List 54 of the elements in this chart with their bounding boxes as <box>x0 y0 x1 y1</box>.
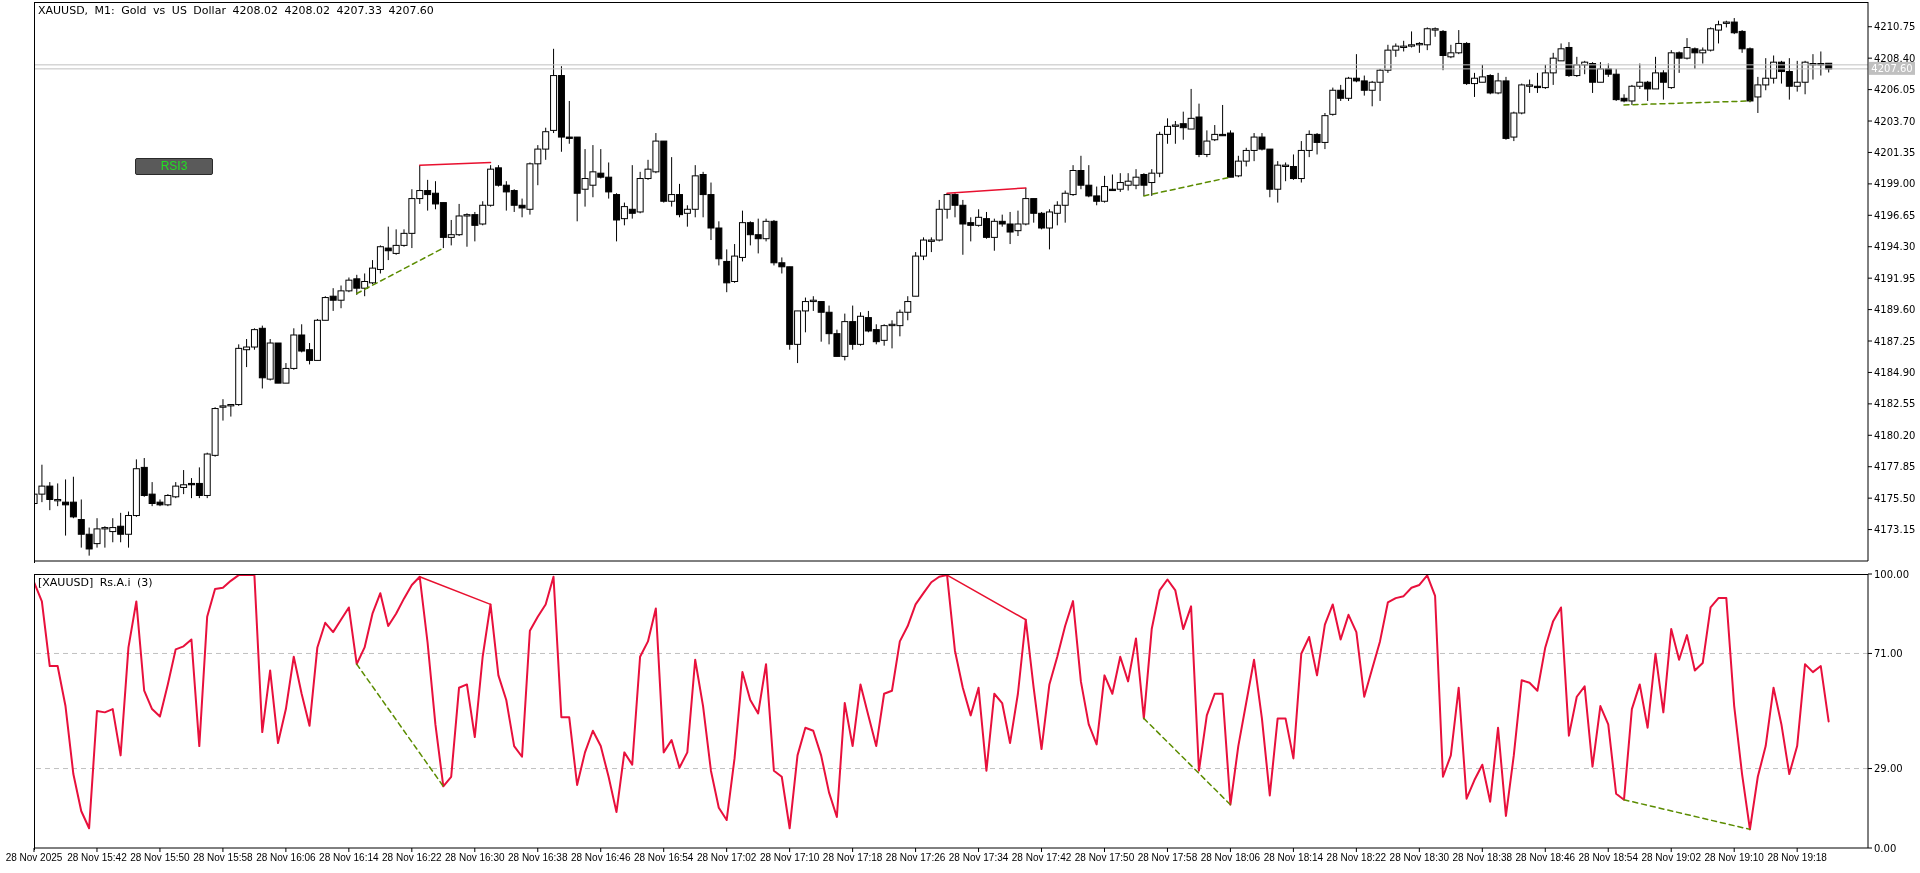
x-tick-label: 28 Nov 17:42 <box>1011 852 1072 864</box>
x-tick-label: 28 Nov 16:38 <box>508 852 568 864</box>
x-tick-label: 28 Nov 17:18 <box>822 852 883 864</box>
y-tick-label: 4206.05 <box>1874 84 1916 96</box>
y-tick-label: 4201.35 <box>1874 147 1916 158</box>
y-tick-label: 4191.95 <box>1874 272 1916 284</box>
y-tick-label: 4189.60 <box>1874 304 1916 316</box>
x-tick-label: 28 Nov 2025 <box>5 852 63 864</box>
x-tick-label: 28 Nov 16:46 <box>570 852 631 864</box>
x-tick-label: 28 Nov 18:14 <box>1263 852 1324 864</box>
y-tick-label: 4199.00 <box>1874 178 1916 190</box>
y-tick-label: 4182.55 <box>1874 398 1916 410</box>
x-tick-label: 28 Nov 19:02 <box>1641 852 1702 864</box>
x-tick-label: 28 Nov 18:46 <box>1515 852 1576 864</box>
x-tick-label: 28 Nov 15:58 <box>193 852 254 864</box>
x-tick-label: 28 Nov 15:42 <box>67 852 128 864</box>
y-tick-label: 4173.15 <box>1874 524 1916 536</box>
x-tick-label: 28 Nov 17:02 <box>696 852 757 864</box>
y-tick-label: 4184.90 <box>1874 366 1916 378</box>
y-tick-label: 0.00 <box>1874 842 1897 854</box>
x-tick-label: 28 Nov 16:30 <box>445 852 505 864</box>
chart-title: [XAUUSD] Rs.A.i (3) <box>38 576 153 589</box>
x-tick-label: 28 Nov 17:58 <box>1137 852 1198 864</box>
y-tick-label: 100.00 <box>1874 568 1909 580</box>
x-tick-label: 28 Nov 17:34 <box>948 852 1009 864</box>
chart-title: XAUUSD, M1: Gold vs US Dollar 4208.02 4208.02 4207.33 4207.60 <box>38 4 434 17</box>
y-tick-label: 4180.20 <box>1874 429 1916 441</box>
x-tick-label: 28 Nov 19:18 <box>1767 852 1828 864</box>
x-tick-label: 28 Nov 17:50 <box>1074 852 1135 864</box>
x-tick-label: 28 Nov 16:54 <box>633 852 694 864</box>
y-tick-label: 29.00 <box>1874 763 1903 775</box>
x-tick-label: 28 Nov 18:06 <box>1200 852 1261 864</box>
y-tick-label: 4196.65 <box>1874 209 1916 221</box>
x-tick-label: 28 Nov 16:06 <box>256 852 317 864</box>
y-tick-label: 4187.25 <box>1874 335 1916 347</box>
button: RSI3 <box>135 158 213 175</box>
y-tick-label: 71.00 <box>1874 648 1903 660</box>
x-tick-label: 28 Nov 18:30 <box>1389 852 1450 864</box>
x-tick-label: 28 Nov 16:22 <box>382 852 442 864</box>
x-tick-label: 28 Nov 15:50 <box>130 852 191 864</box>
x-tick-label: 28 Nov 17:26 <box>885 852 946 864</box>
x-tick-label: 28 Nov 18:38 <box>1452 852 1513 864</box>
y-tick-label: 4210.75 <box>1874 21 1916 33</box>
x-tick-label: 28 Nov 16:14 <box>319 852 380 864</box>
y-tick-label: 4203.70 <box>1874 115 1916 127</box>
y-tick-label: 4177.85 <box>1874 461 1916 473</box>
y-tick-label: 4175.50 <box>1874 492 1916 504</box>
x-tick-label: 28 Nov 18:54 <box>1578 852 1639 864</box>
x-tick-label: 28 Nov 19:10 <box>1704 852 1765 864</box>
ref-line-label: 4207.60 <box>1871 63 1913 75</box>
x-tick-label: 28 Nov 18:22 <box>1326 852 1387 864</box>
x-tick-label: 28 Nov 17:10 <box>759 852 820 864</box>
y-tick-label: 4208.40 <box>1874 52 1916 64</box>
y-tick-label: 4194.30 <box>1874 241 1916 253</box>
